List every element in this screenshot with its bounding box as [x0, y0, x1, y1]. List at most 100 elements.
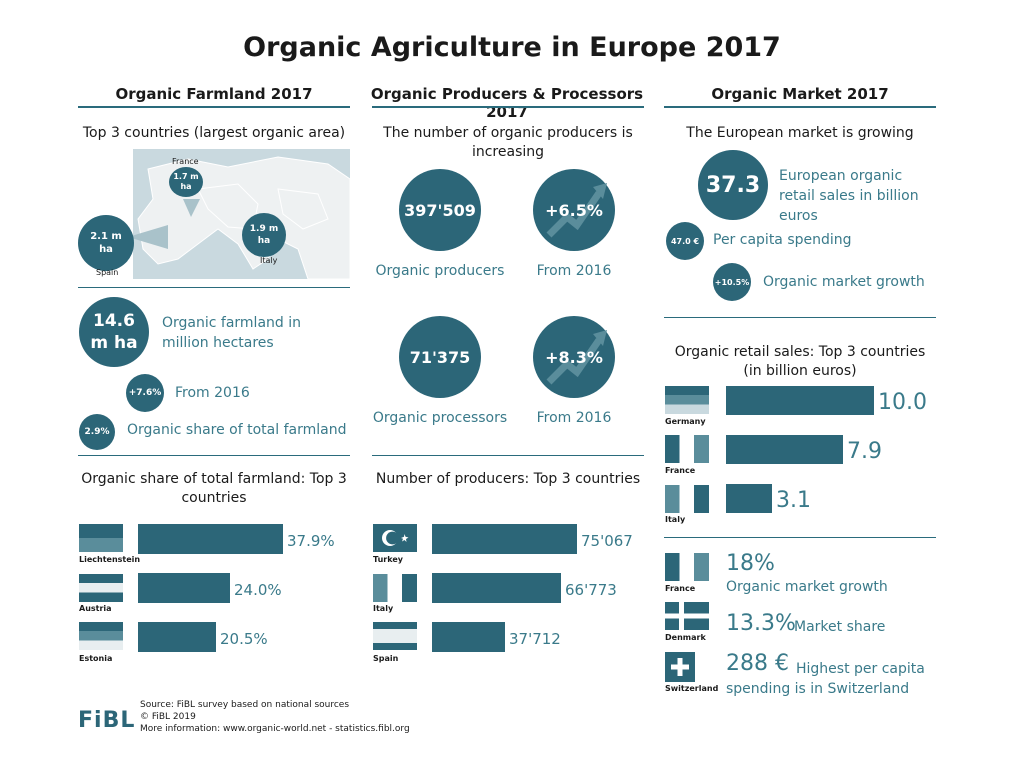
farmland-growth-label: From 2016 — [175, 385, 250, 401]
market-header: Organic Market 2017 — [711, 85, 889, 103]
farmland-total-label: Organic farmland in million hectares — [162, 315, 302, 351]
map-label-spain: Spain — [96, 268, 119, 277]
farmland-header-rule — [78, 106, 350, 108]
bar — [432, 622, 505, 652]
bar — [726, 386, 874, 415]
divider — [372, 455, 644, 456]
chart1-title: Organic share of total farmland: Top 3 c… — [81, 471, 347, 506]
market-per-capita-circle: 47.0 € — [666, 222, 704, 260]
producers-label: Organic producers — [375, 263, 505, 279]
europe-map-graphic — [128, 149, 351, 280]
market-header-rule — [664, 106, 936, 108]
chart1-category-label: Austria — [79, 604, 112, 613]
bar — [138, 573, 230, 603]
bar-value-label: 66'773 — [565, 581, 617, 599]
fact-value: 288 € — [726, 651, 789, 676]
europe-map: France 1.7 m ha 2.1 m ha Spain 1.9 m ha … — [78, 149, 351, 280]
producers-header-rule — [372, 106, 644, 108]
bar-value-label: 10.0 — [878, 390, 927, 415]
flag-france-icon — [665, 435, 709, 463]
fact-country: Denmark — [665, 633, 706, 642]
trend-arrow-icon — [546, 183, 607, 238]
processors-growth-label: From 2016 — [536, 410, 612, 426]
chart1-category-label: Estonia — [79, 654, 113, 663]
bar — [726, 484, 772, 513]
bar-value-label: 20.5% — [220, 630, 268, 648]
farmland-growth-circle: +7.6% — [126, 374, 164, 412]
flag-switzerland-icon — [665, 652, 695, 682]
fibl-logo: FiBL — [78, 708, 136, 733]
bar-value-label: 37'712 — [509, 630, 561, 648]
flag-austria-icon — [79, 574, 123, 602]
fact-country: Switzerland — [665, 684, 719, 693]
fact-label: Market share — [794, 619, 886, 635]
chart1-bars: 37.9% 24.0% 20.5% — [138, 522, 350, 654]
producers-growth-circle: +6.5% — [533, 169, 615, 251]
processors-label: Organic processors — [372, 410, 508, 426]
bar-value-label: 24.0% — [234, 581, 282, 599]
chart2-category-label: Turkey — [373, 555, 403, 564]
bar — [432, 524, 577, 554]
market-growth-label: Organic market growth — [763, 274, 925, 290]
fact-value: 18% — [726, 551, 775, 576]
footer-source: Source: FiBL survey based on national so… — [140, 700, 350, 710]
trend-arrow-icon — [546, 330, 607, 385]
map-value-italy: 1.9 m ha — [242, 213, 286, 257]
market-per-capita-label: Per capita spending — [713, 232, 852, 248]
farmland-total-circle: 14.6 m ha — [79, 297, 149, 367]
chart2-category-label: Italy — [373, 604, 394, 613]
producers-growth-value: +6.5% — [545, 200, 603, 220]
flag-italy-icon — [665, 485, 709, 513]
flag-italy-icon — [373, 574, 417, 602]
bar — [432, 573, 561, 603]
producers-header: Organic Producers & Processors 2017 — [370, 85, 644, 121]
farmland-share-circle: 2.9% — [79, 414, 115, 450]
chart3-title: Organic retail sales: Top 3 countries (i… — [674, 344, 926, 379]
map-value-spain: 2.1 m ha — [78, 215, 134, 271]
flag-germany-icon — [665, 386, 709, 414]
divider — [78, 287, 350, 288]
bar-value-label: 37.9% — [287, 532, 335, 550]
bar-value-label: 3.1 — [776, 488, 811, 513]
divider — [664, 317, 936, 318]
chart1-category-label: Liechtenstein — [79, 555, 141, 564]
market-subtitle: The European market is growing — [686, 125, 914, 141]
chart3-category-label: France — [665, 466, 696, 475]
map-value-france: 1.7 m ha — [169, 167, 203, 197]
farmland-share-label: Organic share of total farmland — [127, 422, 347, 438]
map-label-france: France — [172, 157, 199, 166]
processors-growth-value: +8.3% — [545, 347, 603, 367]
chart3-bars: 10.0 7.9 3.1 — [726, 384, 936, 516]
map-title: Top 3 countries (largest organic area) — [82, 125, 346, 141]
fact-label: Organic market growth — [726, 579, 888, 595]
fact-label: Highest per capita spending is in Switze… — [726, 661, 925, 697]
chart2-title: Number of producers: Top 3 countries — [375, 471, 641, 487]
flag-turkey-icon — [373, 524, 417, 552]
market-sales-circle: 37.3 — [698, 150, 768, 220]
processors-growth-circle: +8.3% — [533, 316, 615, 398]
flag-france-icon — [665, 553, 709, 581]
chart3-category-label: Italy — [665, 515, 686, 524]
market-sales-label: European organic retail sales in billion… — [779, 168, 919, 224]
footer-copyright: © FiBL 2019 — [140, 712, 196, 722]
chart3-category-label: Germany — [665, 417, 706, 426]
chart2-bars: 75'067 66'773 37'712 — [432, 522, 646, 654]
producers-subtitle: The number of organic producers is incre… — [383, 125, 633, 160]
divider — [78, 455, 350, 456]
fact-country: France — [665, 584, 696, 593]
divider — [664, 537, 936, 538]
flag-estonia-icon — [79, 622, 123, 650]
chart2-category-label: Spain — [373, 654, 399, 663]
footer-more-info: More information: www.organic-world.net … — [140, 724, 410, 734]
bar — [138, 622, 216, 652]
bar-value-label: 75'067 — [581, 532, 633, 550]
bar — [138, 524, 283, 554]
flag-denmark-icon — [665, 602, 709, 630]
flag-liechtenstein-icon — [79, 524, 123, 552]
flag-spain-icon — [373, 622, 417, 650]
producers-growth-label: From 2016 — [536, 263, 612, 279]
bar-value-label: 7.9 — [847, 439, 882, 464]
bar — [726, 435, 843, 464]
map-label-italy: Italy — [260, 256, 278, 265]
farmland-header: Organic Farmland 2017 — [115, 85, 313, 103]
